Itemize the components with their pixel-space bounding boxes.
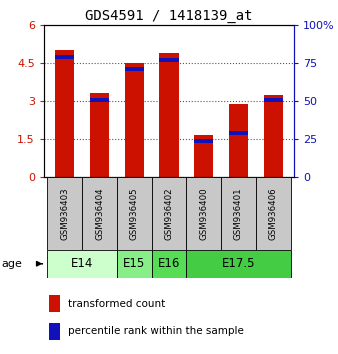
Text: age: age [2,259,23,269]
Bar [160,58,178,62]
Bar [194,135,213,177]
Bar [152,250,186,278]
Text: percentile rank within the sample: percentile rank within the sample [68,326,244,336]
Bar [47,177,82,250]
Bar [229,104,248,177]
Bar [264,98,283,102]
Bar [194,139,213,143]
Bar [117,177,152,250]
Bar [49,323,60,340]
Text: E16: E16 [158,257,180,270]
Bar [55,55,74,59]
Text: GSM936400: GSM936400 [199,187,208,240]
Text: GSM936401: GSM936401 [234,187,243,240]
Text: transformed count: transformed count [68,298,165,309]
Bar [90,93,109,177]
Bar [82,177,117,250]
Bar [152,177,186,250]
Bar [186,250,291,278]
Text: E15: E15 [123,257,145,270]
Bar [90,98,109,102]
Bar [186,177,221,250]
Bar [117,250,152,278]
Bar [160,53,178,177]
Bar [229,131,248,135]
Bar [55,50,74,177]
Text: GSM936404: GSM936404 [95,187,104,240]
Text: GSM936406: GSM936406 [269,187,278,240]
Text: GSM936402: GSM936402 [165,187,173,240]
Text: GSM936405: GSM936405 [130,187,139,240]
Text: E14: E14 [71,257,93,270]
Text: E17.5: E17.5 [222,257,255,270]
Bar [264,95,283,177]
Bar [49,295,60,312]
Bar [256,177,291,250]
Bar [125,67,144,71]
Text: GDS4591 / 1418139_at: GDS4591 / 1418139_at [85,9,253,23]
Bar [125,63,144,177]
Bar [47,250,117,278]
Text: GSM936403: GSM936403 [60,187,69,240]
Bar [221,177,256,250]
